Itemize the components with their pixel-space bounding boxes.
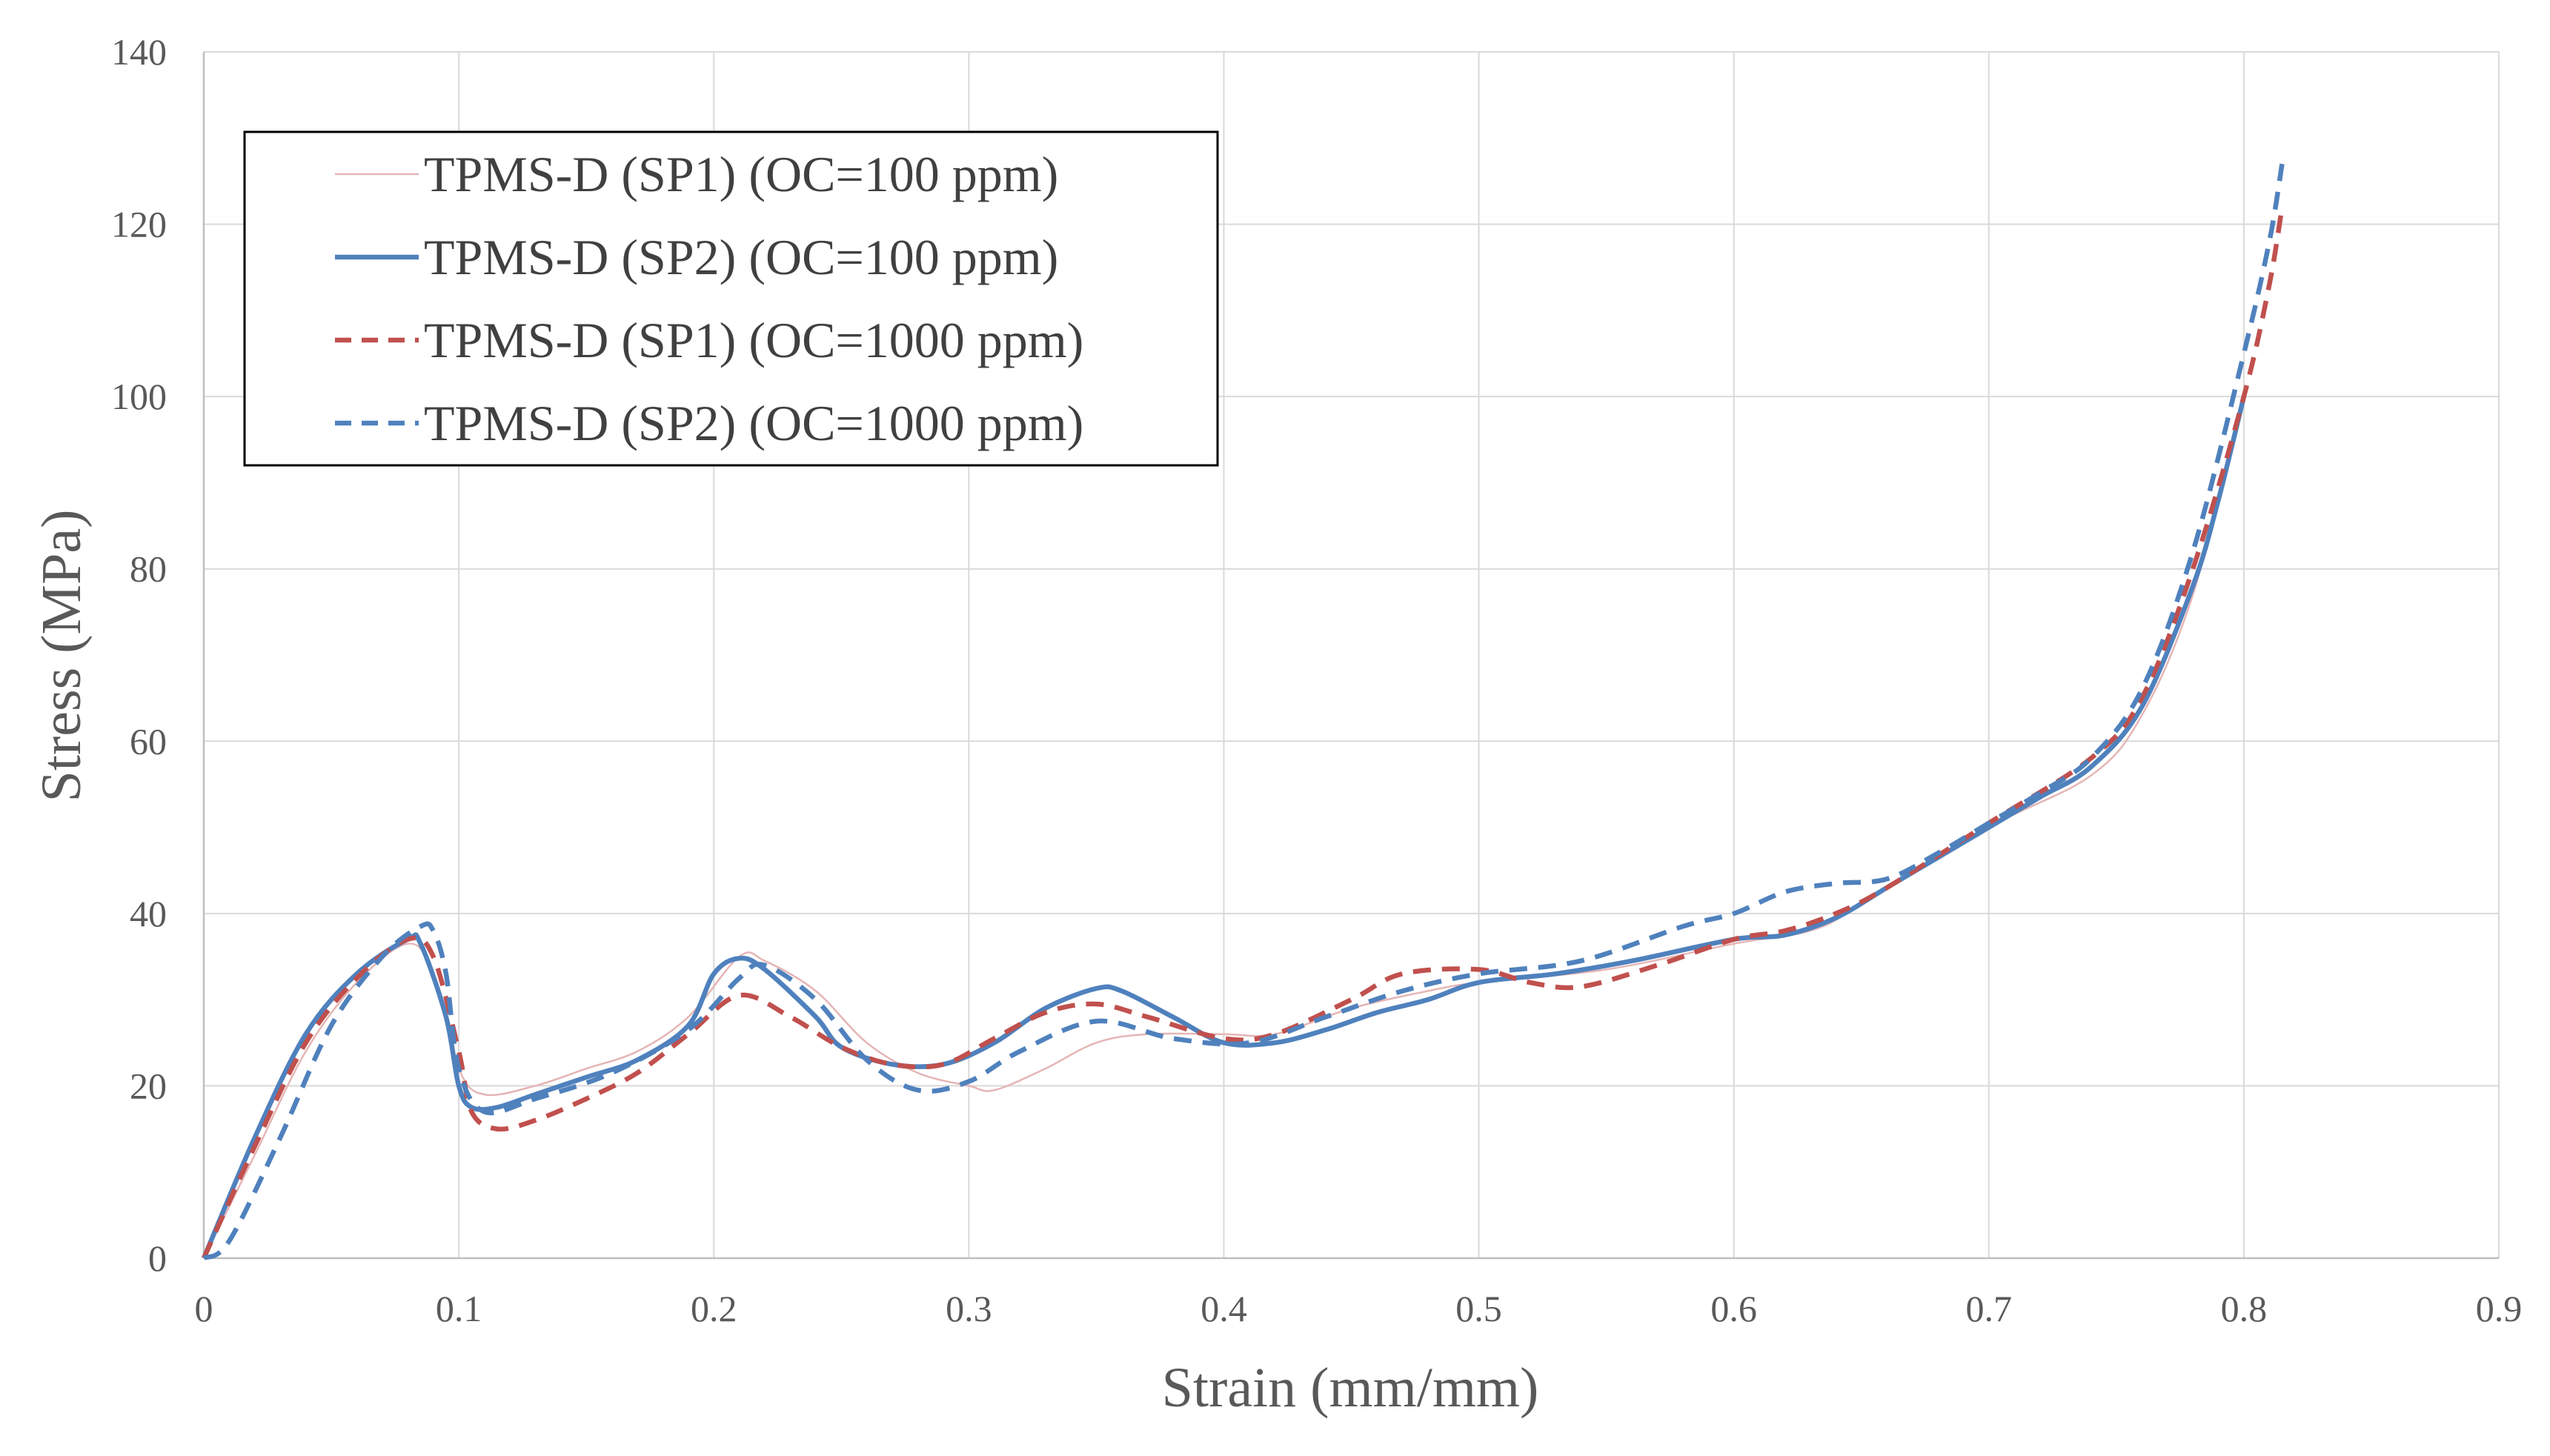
y-tick-label: 0 xyxy=(148,1237,167,1279)
legend-label-1: TPMS-D (SP1) (OC=100 ppm) xyxy=(424,146,1058,202)
y-tick-label: 80 xyxy=(130,548,167,590)
x-tick-label: 0.4 xyxy=(1201,1288,1247,1329)
axes: 0 0.1 0.2 0.3 0.4 0.5 0.6 0.7 0.8 0.9 0 20 40 60 80 100… xyxy=(111,31,2522,1329)
series-line-3 xyxy=(202,206,2285,1260)
series-line-4 xyxy=(202,163,2285,1260)
x-tick-label: 0.2 xyxy=(691,1288,737,1329)
x-tick-label: 0.6 xyxy=(1710,1288,1757,1329)
data-series xyxy=(202,163,2285,1260)
y-tick-label: 40 xyxy=(130,893,167,934)
legend-label-4: TPMS-D (SP2) (OC=1000 ppm) xyxy=(424,395,1083,451)
y-tick-label: 20 xyxy=(130,1065,167,1106)
legend-label-2: TPMS-D (SP2) (OC=100 ppm) xyxy=(424,229,1058,285)
legend: TPMS-D (SP1) (OC=100 ppm) TPMS-D (SP2) (O… xyxy=(243,130,1219,467)
legend-label-3: TPMS-D (SP1) (OC=1000 ppm) xyxy=(424,312,1083,368)
y-tick-label: 60 xyxy=(130,720,167,762)
series-line-2 xyxy=(202,396,2247,1260)
x-tick-label: 0.3 xyxy=(946,1288,992,1329)
y-tick-label: 120 xyxy=(111,204,167,245)
x-tick-label: 0.5 xyxy=(1455,1288,1502,1329)
x-axis-title: Strain (mm/mm) xyxy=(1162,1357,1539,1419)
x-tick-label: 0.1 xyxy=(436,1288,482,1329)
x-tick-label: 0.7 xyxy=(1966,1288,2013,1329)
legend-entries: TPMS-D (SP1) (OC=100 ppm) TPMS-D (SP2) (O… xyxy=(335,146,1083,451)
y-axis-title: Stress (MPa) xyxy=(30,510,93,802)
x-tick-label: 0.8 xyxy=(2221,1288,2268,1329)
y-tick-label: 100 xyxy=(111,376,167,417)
x-tick-label: 0.9 xyxy=(2476,1288,2523,1329)
y-tick-label: 140 xyxy=(111,31,167,73)
x-tick-label: 0 xyxy=(195,1288,213,1329)
legend-box xyxy=(243,130,1219,467)
